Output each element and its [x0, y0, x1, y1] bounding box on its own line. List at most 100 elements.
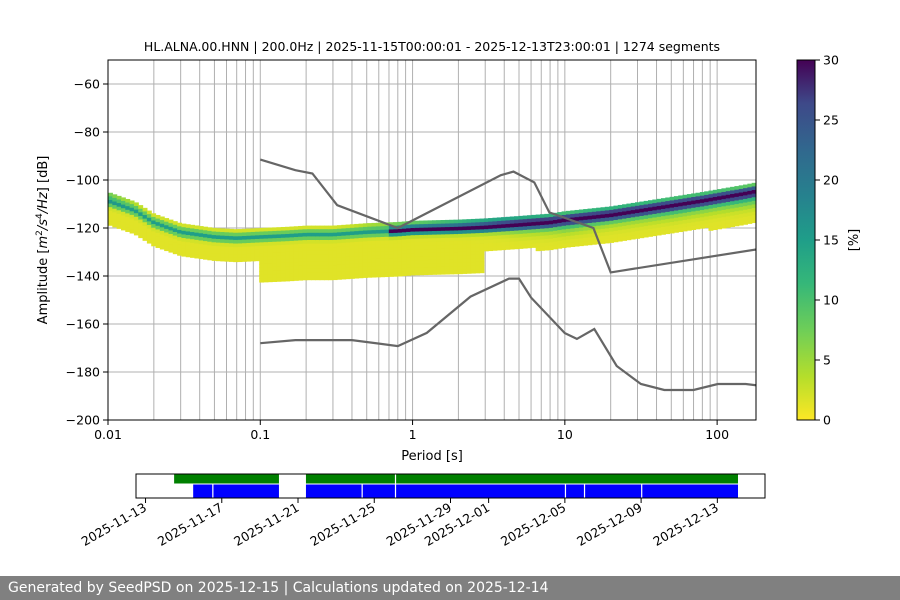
- heatmap-cell: [457, 233, 463, 239]
- heatmap-cell: [453, 244, 459, 250]
- heatmap-cell: [401, 253, 407, 259]
- heatmap-cell: [362, 248, 368, 253]
- heatmap-cell: [501, 242, 507, 247]
- heatmap-cell: [203, 233, 208, 239]
- heatmap-cell: [708, 219, 714, 224]
- heatmap-cell: [401, 257, 407, 262]
- heatmap-cell: [315, 232, 321, 237]
- colorbar-gradient: [796, 59, 816, 421]
- heatmap-cell: [116, 213, 122, 219]
- heatmap-cell: [600, 214, 606, 219]
- heatmap-cell: [194, 243, 200, 248]
- heatmap-cell: [444, 237, 450, 243]
- heatmap-cell: [177, 240, 183, 245]
- heatmap-cell: [406, 253, 411, 258]
- heatmap-cell: [401, 268, 407, 273]
- heatmap-cell: [280, 270, 286, 275]
- heatmap-cell: [267, 234, 273, 239]
- heatmap-cell: [574, 213, 580, 218]
- heatmap-cell: [453, 252, 459, 257]
- colorbar-tick-label: 15: [823, 233, 839, 248]
- heatmap-cell: [678, 199, 684, 204]
- heatmap-cell: [246, 253, 252, 258]
- heatmap-cell: [583, 237, 589, 243]
- heatmap-cell: [514, 234, 519, 239]
- heatmap-cell: [440, 220, 446, 225]
- heatmap-cell: [120, 204, 126, 209]
- heatmap-cell: [738, 214, 744, 219]
- heatmap-cell: [578, 223, 584, 229]
- heatmap-cell: [656, 227, 662, 232]
- heatmap-cell: [172, 235, 178, 240]
- heatmap-cell: [527, 233, 532, 238]
- heatmap-cell: [492, 246, 498, 251]
- heatmap-cell: [406, 235, 411, 240]
- heatmap-cell: [457, 266, 463, 271]
- heatmap-cell: [177, 247, 183, 253]
- heatmap-cell: [475, 233, 481, 238]
- heatmap-cell: [570, 232, 576, 237]
- heatmap-cell: [367, 255, 373, 260]
- heatmap-cell: [319, 265, 325, 270]
- heatmap-cell: [501, 238, 507, 243]
- heatmap-cell: [496, 242, 502, 247]
- heatmap-cell: [263, 278, 269, 283]
- heatmap-cell: [116, 206, 122, 211]
- heatmap-cell: [643, 208, 649, 213]
- heatmap-cell: [259, 263, 265, 269]
- heatmap-cell: [328, 258, 334, 263]
- heatmap-cell: [419, 220, 424, 225]
- heatmap-cell: [272, 263, 278, 268]
- heatmap-cell: [509, 223, 515, 228]
- heatmap-cell: [349, 267, 355, 272]
- heatmap-cell: [522, 215, 528, 220]
- heatmap-cell: [462, 244, 468, 249]
- heatmap-cell: [427, 231, 433, 236]
- heatmap-cell: [198, 240, 204, 245]
- heatmap-cell: [380, 273, 386, 278]
- heatmap-cell: [203, 226, 208, 231]
- heatmap-cell: [263, 274, 269, 279]
- heatmap-cell: [648, 232, 653, 237]
- heatmap-cell: [514, 219, 519, 224]
- heatmap-cell: [272, 245, 278, 250]
- heatmap-cell: [540, 232, 545, 237]
- heatmap-cell: [341, 228, 347, 233]
- heatmap-cell: [721, 191, 727, 197]
- heatmap-cell: [617, 237, 623, 242]
- heatmap-cell: [224, 257, 230, 262]
- heatmap-cell: [596, 229, 602, 234]
- heatmap-cell: [449, 248, 455, 253]
- heatmap-cell: [125, 224, 131, 229]
- heatmap-cell: [406, 246, 411, 251]
- heatmap-cell: [492, 221, 498, 226]
- heatmap-cell: [622, 222, 627, 227]
- heatmap-cell: [496, 239, 502, 244]
- heatmap-cell: [444, 255, 450, 261]
- heatmap-cell: [332, 275, 338, 281]
- heatmap-cell: [678, 217, 684, 222]
- heatmap-cell: [496, 224, 502, 229]
- heatmap-cell: [639, 230, 645, 235]
- heatmap-cell: [552, 227, 558, 232]
- heatmap-cell: [505, 220, 511, 225]
- heatmap-cell: [254, 228, 260, 233]
- heatmap-cell: [440, 259, 446, 264]
- timeline-gap: [564, 484, 567, 498]
- noise-model-line: [260, 277, 756, 392]
- heatmap-cell: [673, 224, 679, 230]
- heatmap-cell: [164, 225, 170, 230]
- heatmap-cell: [125, 206, 131, 211]
- heatmap-cell: [660, 223, 666, 228]
- x-axis-label: Period [s]: [401, 449, 463, 464]
- heatmap-cell: [617, 212, 623, 217]
- heatmap-cell: [410, 228, 416, 233]
- heatmap-cell: [583, 209, 589, 214]
- heatmap-cell: [384, 269, 390, 274]
- heatmap-cell: [501, 217, 507, 222]
- heatmap-cell: [146, 235, 152, 240]
- heatmap-cell: [488, 218, 494, 223]
- heatmap-cell: [457, 241, 463, 246]
- heatmap-cell: [630, 206, 636, 211]
- heatmap-cell: [185, 249, 191, 254]
